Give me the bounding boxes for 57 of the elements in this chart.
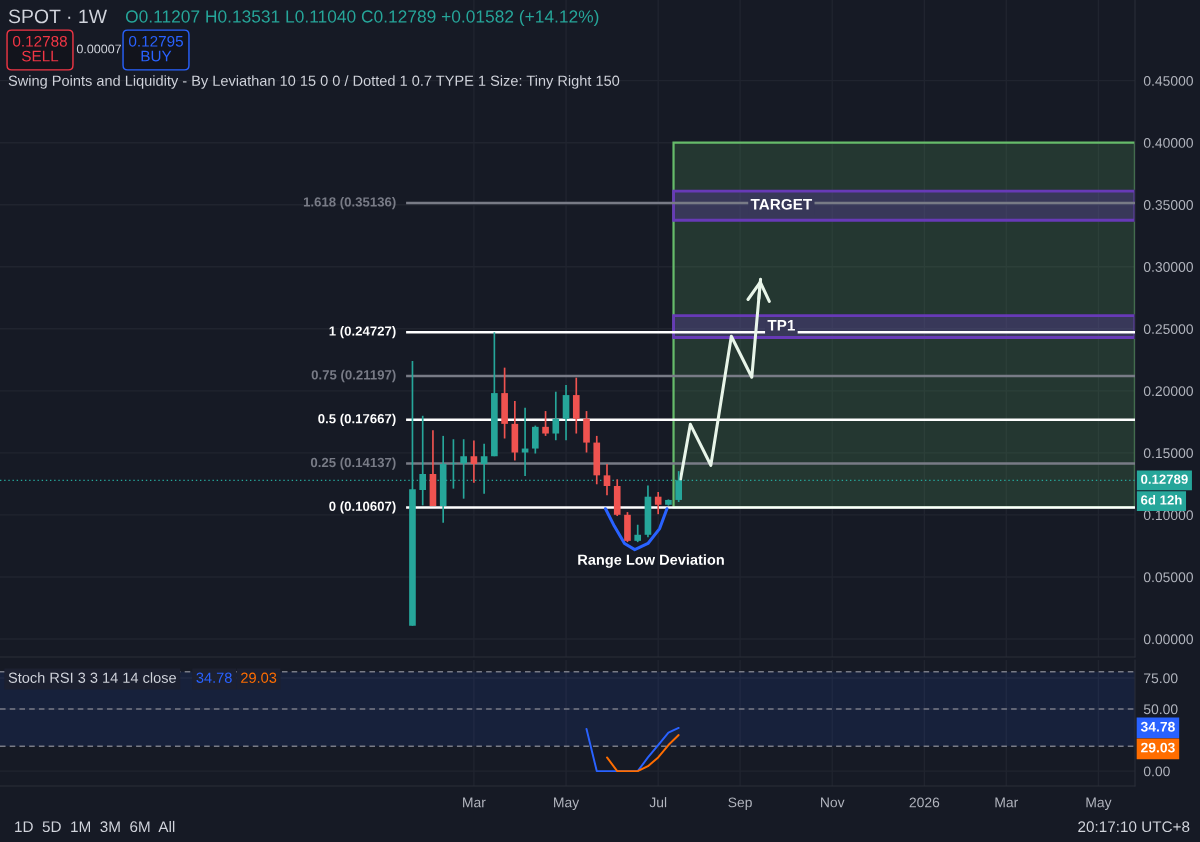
- candlestick: [552, 390, 560, 442]
- candlestick: [583, 410, 590, 454]
- candlestick: [572, 376, 580, 435]
- candlestick: [654, 491, 662, 516]
- x-tick-label: Mar: [995, 797, 1019, 808]
- y-tick-label: 0.30000: [1143, 262, 1193, 272]
- line-series: [606, 734, 680, 773]
- candlestick: [542, 410, 549, 437]
- annotation: 29.03: [241, 672, 277, 683]
- candlestick: [562, 384, 570, 442]
- annotation: Range Low Deviation: [578, 554, 724, 568]
- y-tick-label: 0.25000: [1143, 324, 1193, 334]
- y-tick-label: 0.00000: [1143, 634, 1193, 645]
- ref-line-label: 0.25 (0.14137): [310, 457, 396, 470]
- text: Stoch RSI 3 3 14 14 close: [8, 672, 176, 683]
- x-tick-label: 2026: [909, 797, 940, 808]
- annotation: O0.11207 H0.13531 L0.11040 C0.12789 +0.01582 (+14.12%): [125, 9, 599, 27]
- x-tick-label: May: [1086, 797, 1112, 811]
- x-tick-label: Nov: [821, 797, 845, 808]
- annotation: 0.12788 SELL: [12, 35, 67, 62]
- x-tick-label: Jul: [649, 797, 667, 808]
- candlestick: [603, 463, 611, 497]
- candlestick: [480, 442, 488, 495]
- x-tick-label: Mar: [463, 797, 486, 808]
- band-label: TARGET: [750, 198, 813, 210]
- ref-line-label: 0.5 (0.17667): [318, 413, 396, 426]
- y-tick-label: 0.00: [1143, 766, 1170, 777]
- y-tick-label: 0.05000: [1143, 572, 1193, 583]
- text: Swing Points and Liquidity - By Leviathan 10 15 0 0 / Dotted 1 0.7 TYPE 1 Size: Tiny Right 150: [8, 75, 620, 89]
- text: 29.03: [1141, 742, 1175, 753]
- x-tick-label: May: [554, 797, 580, 811]
- candlestick: [531, 424, 539, 455]
- text: 1D 5D 1M 3M 6M All: [15, 820, 175, 833]
- ref-line-label: 1.618 (0.35136): [303, 196, 396, 210]
- ref-line-label: 1 (0.24727): [329, 326, 396, 339]
- candlestick: [470, 439, 478, 484]
- text: 20:17:10 UTC+8: [1078, 821, 1190, 833]
- line-series: [604, 507, 669, 552]
- band-label: TP1: [767, 320, 795, 331]
- annotation: 0.12795 BUY: [128, 35, 183, 62]
- annotation: 0.00007: [76, 44, 121, 54]
- y-tick-label: 50.00: [1143, 704, 1178, 715]
- y-tick-label: 0.35000: [1143, 200, 1193, 210]
- y-tick-label: 0.15000: [1143, 448, 1193, 459]
- text: 34.78: [1140, 721, 1175, 732]
- y-tick-label: 0.40000: [1143, 138, 1193, 148]
- ref-line-label: 0 (0.10607): [329, 501, 396, 514]
- ref-line-label: 0.12789: [1141, 474, 1188, 484]
- text: 6d 12h: [1141, 495, 1182, 505]
- y-tick-label: 0.45000: [1143, 75, 1193, 86]
- chart-title: SPOT · 1W: [8, 9, 107, 24]
- ref-line-label: 0.75 (0.21197): [311, 369, 396, 383]
- y-tick-label: 0.20000: [1143, 386, 1193, 397]
- y-tick-label: 75.00: [1144, 673, 1178, 684]
- x-tick-label: Sep: [728, 797, 752, 811]
- candlestick: [521, 406, 529, 477]
- annotation: 34.78: [196, 672, 232, 683]
